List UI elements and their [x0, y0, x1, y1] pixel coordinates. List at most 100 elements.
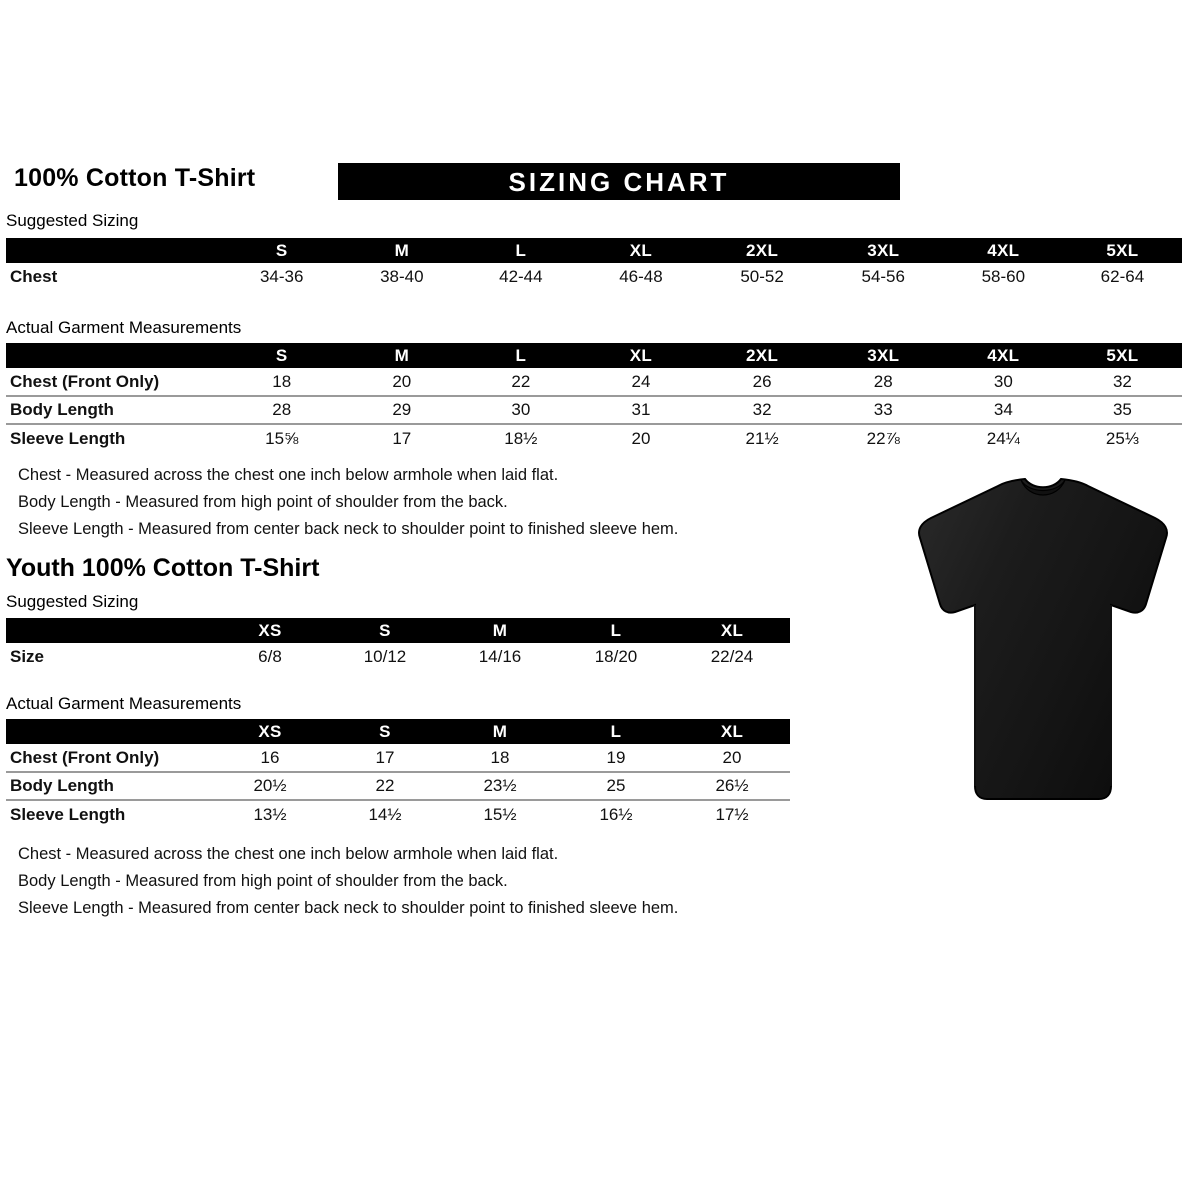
note-sleeve-length: Sleeve Length - Measured from center bac… [18, 899, 679, 917]
cell: 18/20 [594, 647, 638, 666]
table-row: Sleeve Length 15⅝ 17 18½ 20 21½ 22⅞ 24¼ … [6, 423, 1182, 452]
youth-actual-measurements-table: XS S M L XL Chest (Front Only) 16 17 18 … [6, 719, 790, 828]
table-row: Chest (Front Only) 16 17 18 19 20 [6, 744, 790, 772]
adult-section-title: 100% Cotton T-Shirt [14, 164, 256, 192]
cell: 17 [342, 423, 462, 452]
table-row: Chest (Front Only) 18 20 22 24 26 28 30 … [6, 368, 1182, 396]
col-header-xl: XL [580, 238, 702, 263]
cell: 62-64 [1100, 267, 1145, 286]
col-header-2xl: 2XL [701, 343, 823, 368]
cell: 20 [580, 423, 702, 452]
table-row: Chest 34-36 38-40 42-44 46-48 50-52 54-5… [6, 263, 1182, 291]
cell: 22 [511, 371, 531, 391]
youth-measurement-notes: Chest - Measured across the chest one in… [18, 841, 678, 922]
cell: 26 [752, 371, 772, 391]
cell: 28 [221, 395, 343, 424]
sizing-chart-banner: SIZING CHART [338, 163, 900, 200]
table-row: Body Length 20½ 22 23½ 25 26½ [6, 771, 790, 800]
col-header-5xl: 5XL [1062, 343, 1182, 368]
note-body-length: Body Length - Measured from high point o… [18, 493, 508, 511]
cell: 20 [392, 371, 412, 391]
col-header-s: S [328, 618, 442, 643]
cell: 18 [490, 747, 510, 767]
cell: 14½ [328, 799, 442, 828]
adult-actual-measurements-table: S M L XL 2XL 3XL 4XL 5XL Chest (Front On… [6, 343, 1182, 452]
col-header-m: M [342, 343, 462, 368]
col-header-xs: XS [212, 719, 328, 744]
header-rowlabel [6, 618, 212, 643]
table-header-row: S M L XL 2XL 3XL 4XL 5XL [6, 238, 1182, 263]
adult-suggested-sizing-table: S M L XL 2XL 3XL 4XL 5XL Chest 34-36 38-… [6, 238, 1182, 291]
cell: 22/24 [710, 647, 754, 666]
header-rowlabel [6, 719, 212, 744]
cell: 29 [342, 395, 462, 424]
cell: 32 [701, 395, 823, 424]
cell: 26½ [674, 771, 790, 800]
cell: 14/16 [478, 647, 522, 666]
cell: 32 [1112, 371, 1132, 391]
cell: 16½ [558, 799, 674, 828]
note-sleeve-length: Sleeve Length - Measured from center bac… [18, 520, 679, 538]
col-header-m: M [442, 618, 558, 643]
cell: 24¼ [943, 423, 1063, 452]
header-rowlabel [6, 343, 222, 368]
row-label: Chest (Front Only) [10, 747, 160, 767]
col-header-xl: XL [674, 618, 790, 643]
cell: 42-44 [499, 267, 543, 286]
col-header-l: L [558, 719, 674, 744]
cell: 20 [722, 747, 742, 767]
table-header-row: XS S M L XL [6, 618, 790, 643]
cell: 21½ [701, 423, 823, 452]
cell: 16 [260, 747, 280, 767]
row-label: Body Length [6, 395, 222, 424]
youth-actual-measurements-label: Actual Garment Measurements [6, 694, 242, 713]
note-chest: Chest - Measured across the chest one in… [18, 466, 559, 484]
cell: 24 [631, 371, 651, 391]
cell: 18½ [461, 423, 581, 452]
cell: 6/8 [258, 647, 282, 666]
col-header-s: S [221, 343, 343, 368]
cell: 54-56 [861, 267, 905, 286]
col-header-s: S [328, 719, 442, 744]
tshirt-illustration [893, 474, 1193, 814]
col-header-xl: XL [580, 343, 702, 368]
cell: 31 [580, 395, 702, 424]
table-row: Size 6/8 10/12 14/16 18/20 22/24 [6, 643, 790, 671]
cell: 17 [375, 747, 395, 767]
cell: 18 [272, 371, 292, 391]
cell: 35 [1062, 395, 1182, 424]
note-body-length: Body Length - Measured from high point o… [18, 872, 508, 890]
row-label: Size [10, 647, 45, 666]
cell: 15½ [442, 799, 558, 828]
table-row: Sleeve Length 13½ 14½ 15½ 16½ 17½ [6, 799, 790, 828]
col-header-l: L [558, 618, 674, 643]
row-label: Sleeve Length [6, 799, 212, 828]
cell: 46-48 [619, 267, 663, 286]
cell: 10/12 [363, 647, 407, 666]
adult-suggested-sizing-label: Suggested Sizing [6, 211, 139, 230]
col-header-s: S [221, 238, 343, 263]
cell: 30 [461, 395, 581, 424]
cell: 33 [822, 395, 944, 424]
cell: 13½ [212, 799, 328, 828]
cell: 25⅓ [1062, 423, 1182, 452]
row-label: Chest (Front Only) [10, 371, 160, 391]
adult-actual-measurements-label: Actual Garment Measurements [6, 318, 242, 337]
cell: 19 [606, 747, 626, 767]
note-chest: Chest - Measured across the chest one in… [18, 845, 559, 863]
cell: 20½ [212, 771, 328, 800]
cell: 22⅞ [822, 423, 944, 452]
table-row: Body Length 28 29 30 31 32 33 34 35 [6, 395, 1182, 424]
col-header-2xl: 2XL [701, 238, 823, 263]
youth-suggested-sizing-label: Suggested Sizing [6, 592, 139, 611]
cell: 30 [993, 371, 1013, 391]
adult-measurement-notes: Chest - Measured across the chest one in… [18, 462, 678, 543]
cell: 23½ [442, 771, 558, 800]
black-tshirt-icon [918, 477, 1168, 800]
cell: 25 [558, 771, 674, 800]
row-label: Sleeve Length [6, 423, 222, 452]
col-header-5xl: 5XL [1062, 238, 1182, 263]
cell: 28 [873, 371, 893, 391]
col-header-3xl: 3XL [822, 343, 944, 368]
